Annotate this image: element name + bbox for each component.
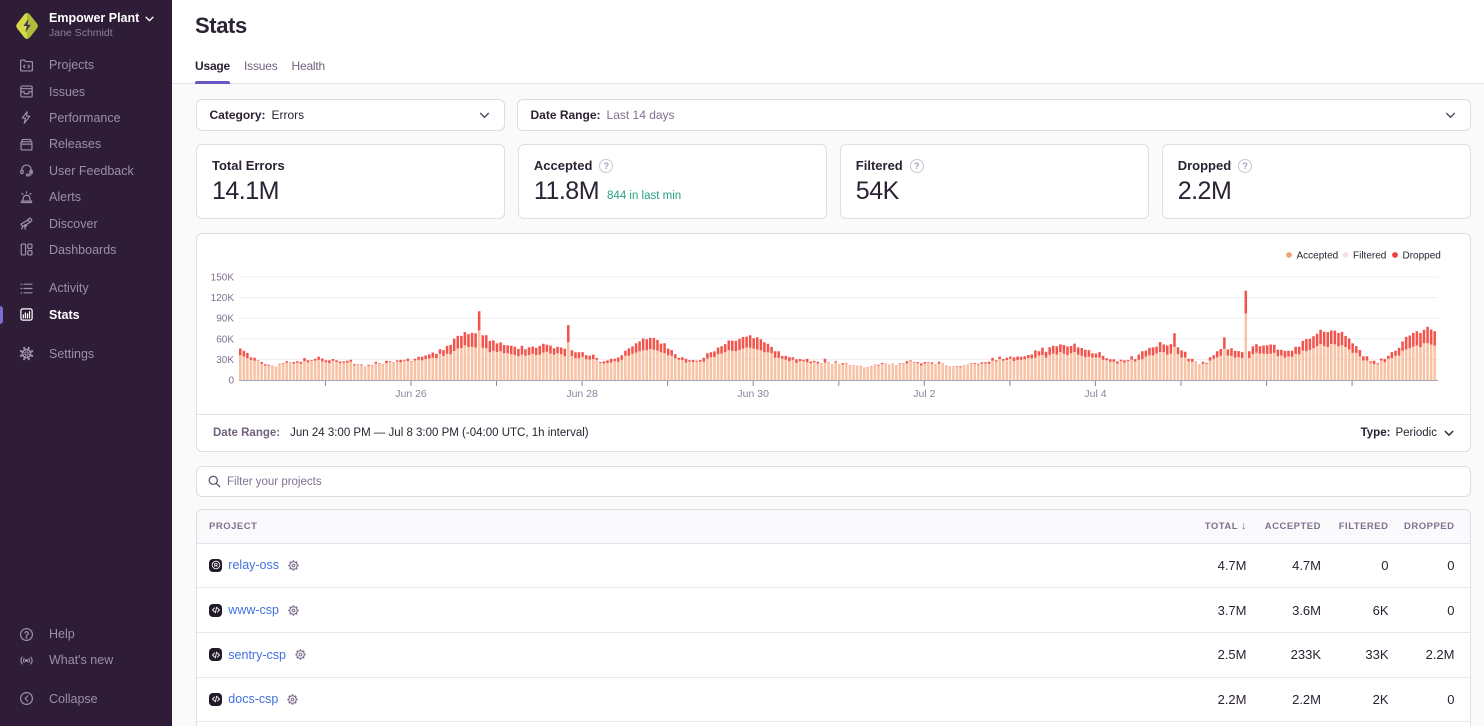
svg-text:30K: 30K [216, 355, 234, 366]
svg-text:Jul 2: Jul 2 [913, 388, 935, 400]
svg-text:Jul 4: Jul 4 [1084, 388, 1106, 400]
svg-text:Jun 30: Jun 30 [737, 388, 769, 400]
svg-text:90K: 90K [216, 314, 234, 325]
svg-text:150K: 150K [211, 273, 235, 284]
svg-text:120K: 120K [211, 293, 235, 304]
svg-text:Jun 28: Jun 28 [566, 388, 598, 400]
svg-text:0: 0 [228, 376, 234, 387]
svg-text:Filtered: Filtered [1353, 251, 1386, 262]
svg-text:60K: 60K [216, 334, 234, 345]
svg-text:Jun 26: Jun 26 [395, 388, 427, 400]
svg-text:Accepted: Accepted [1297, 251, 1339, 262]
svg-text:R: R [214, 563, 218, 569]
svg-text:Dropped: Dropped [1403, 251, 1441, 262]
